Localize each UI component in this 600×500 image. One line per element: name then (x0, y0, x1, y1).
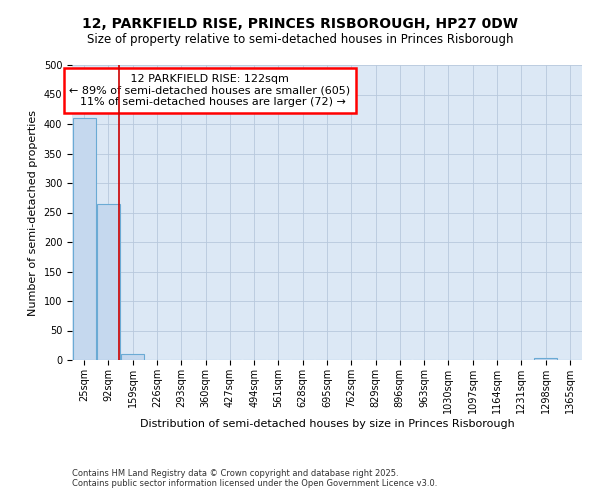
Text: 12 PARKFIELD RISE: 122sqm   
← 89% of semi-detached houses are smaller (605)
  1: 12 PARKFIELD RISE: 122sqm ← 89% of semi-… (69, 74, 350, 107)
Text: 12, PARKFIELD RISE, PRINCES RISBOROUGH, HP27 0DW: 12, PARKFIELD RISE, PRINCES RISBOROUGH, … (82, 18, 518, 32)
Bar (121, 354, 144, 360)
Bar (97, 204, 120, 360)
Text: Size of property relative to semi-detached houses in Princes Risborough: Size of property relative to semi-detach… (87, 32, 513, 46)
X-axis label: Distribution of semi-detached houses by size in Princes Risborough: Distribution of semi-detached houses by … (140, 418, 514, 428)
Y-axis label: Number of semi-detached properties: Number of semi-detached properties (28, 110, 38, 316)
Text: Contains public sector information licensed under the Open Government Licence v3: Contains public sector information licen… (72, 478, 437, 488)
Bar (534, 358, 557, 360)
Text: Contains HM Land Registry data © Crown copyright and database right 2025.: Contains HM Land Registry data © Crown c… (72, 468, 398, 477)
Bar (73, 118, 95, 360)
